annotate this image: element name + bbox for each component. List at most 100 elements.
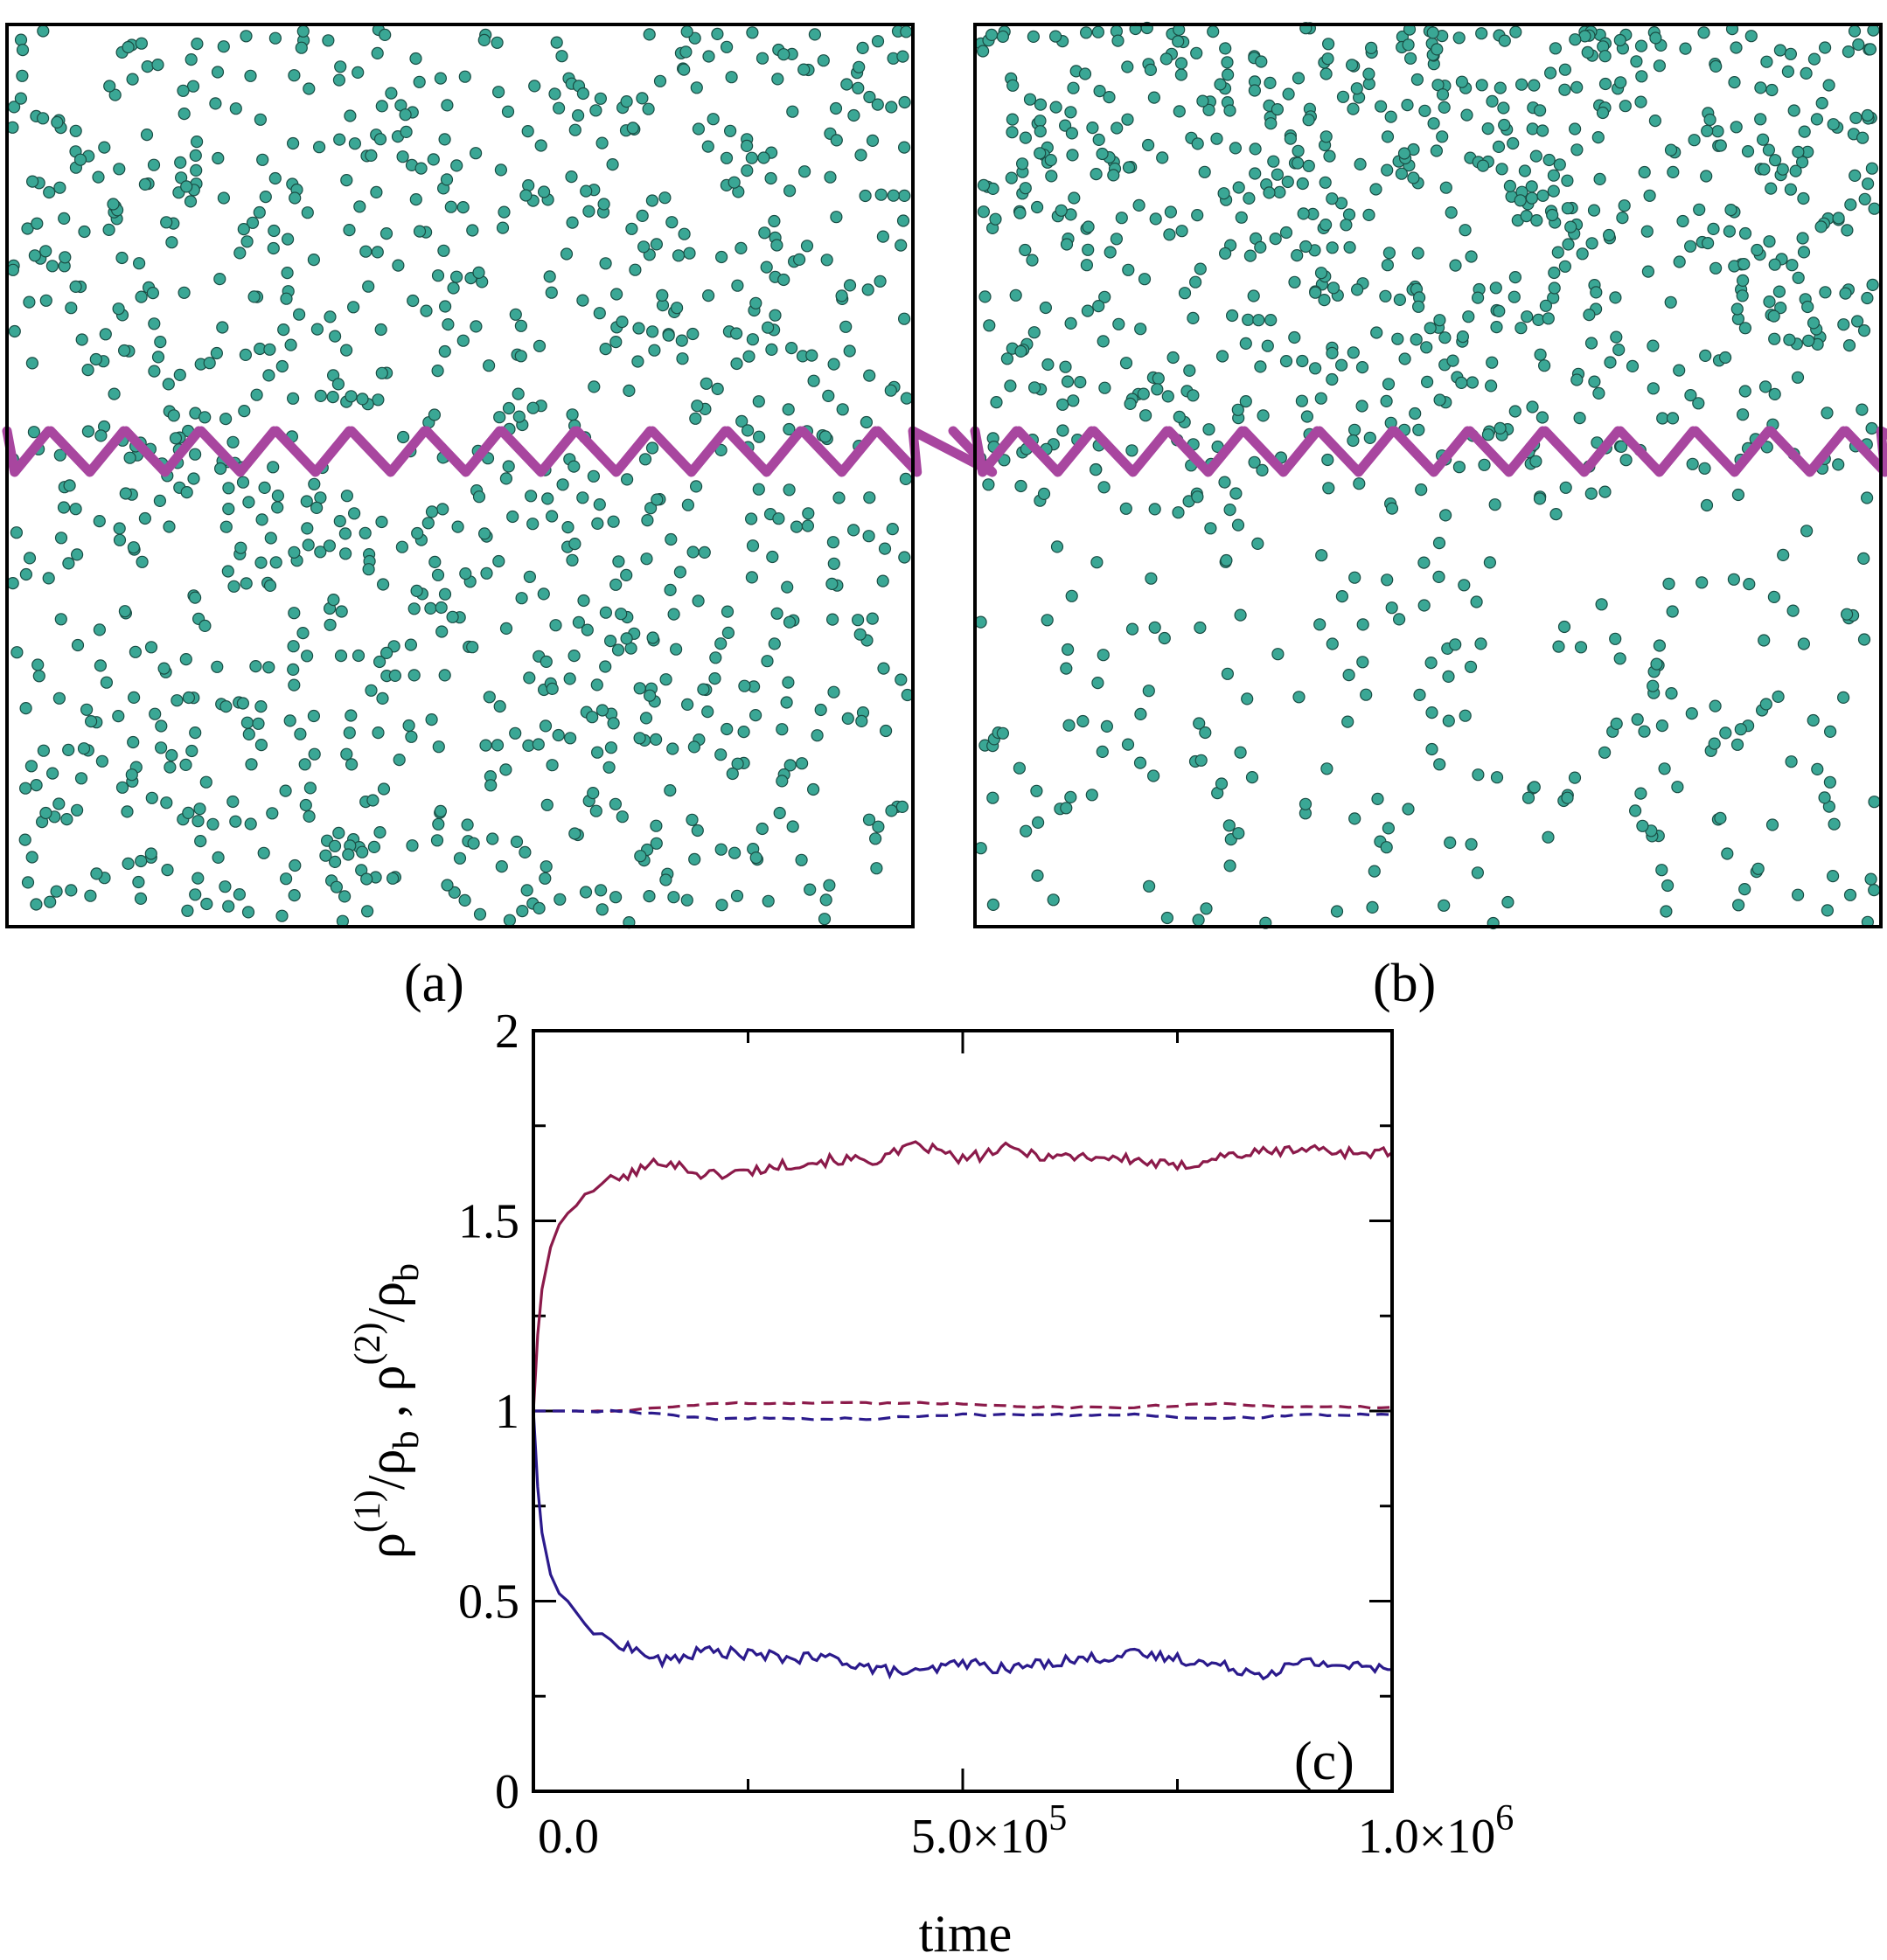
particle [1192, 914, 1205, 927]
particle [1245, 770, 1259, 784]
particle [1868, 202, 1881, 215]
particle [1295, 394, 1309, 407]
particle [872, 820, 885, 833]
particle [1736, 274, 1750, 287]
particle [1417, 556, 1431, 569]
particle [302, 539, 315, 552]
particle [119, 487, 132, 500]
particle [746, 26, 759, 39]
particle [1442, 670, 1455, 684]
particle [1475, 27, 1488, 40]
particle [425, 505, 439, 518]
particle [1811, 762, 1824, 776]
particle [441, 99, 454, 112]
particle [63, 479, 76, 492]
ylabel-comma: , [358, 1392, 415, 1431]
particle [1570, 143, 1584, 156]
particle [520, 884, 533, 897]
particle [786, 820, 799, 833]
particle [1767, 309, 1780, 323]
particle [1410, 333, 1423, 346]
particle [1653, 639, 1667, 652]
particle [827, 358, 840, 371]
particle [1320, 762, 1333, 775]
particle [1548, 266, 1561, 280]
particle [348, 137, 361, 150]
particle [177, 84, 190, 97]
particle [1064, 790, 1077, 804]
particle [404, 638, 417, 651]
particle [1009, 288, 1022, 302]
particle [707, 113, 720, 126]
particle [1570, 373, 1584, 386]
particle [469, 147, 483, 160]
particle [996, 726, 1010, 740]
particle [1787, 104, 1800, 117]
particle [493, 699, 506, 713]
particle [1631, 712, 1644, 726]
particle [1557, 620, 1571, 634]
particle [379, 28, 392, 42]
particle [1249, 142, 1262, 156]
particle [1723, 225, 1737, 238]
particle [770, 607, 783, 620]
particle [112, 709, 125, 723]
particle [37, 24, 50, 38]
particle [1239, 395, 1252, 408]
particle [1000, 352, 1014, 365]
particle [1861, 491, 1874, 504]
particle [169, 432, 183, 445]
particle [582, 205, 595, 218]
particle [234, 541, 247, 554]
particle [222, 482, 235, 495]
particle [1030, 784, 1043, 797]
particle [755, 822, 769, 836]
particle [752, 483, 765, 496]
particle [609, 578, 623, 591]
particle [1438, 331, 1452, 344]
particle [1703, 113, 1716, 127]
particle [1343, 240, 1356, 254]
particle [90, 867, 103, 880]
particle [1842, 45, 1855, 59]
particle [287, 136, 300, 150]
particle [211, 66, 225, 79]
particle [328, 839, 342, 852]
particle [609, 288, 623, 301]
particle [899, 472, 913, 486]
particle [263, 579, 277, 593]
particle [1014, 344, 1027, 358]
particle [1369, 183, 1382, 196]
particle [1837, 691, 1850, 705]
particle [856, 41, 869, 55]
particle [1864, 872, 1877, 886]
particle [428, 555, 442, 569]
particle [1471, 866, 1485, 879]
particle [1824, 725, 1837, 739]
particle [92, 170, 105, 184]
particle [191, 872, 205, 885]
particle [255, 513, 268, 526]
particle [1231, 403, 1244, 416]
particle [591, 517, 604, 531]
particle [1683, 240, 1697, 253]
particle [1026, 254, 1039, 267]
particle [409, 52, 422, 66]
particle [308, 477, 321, 490]
particle [1781, 65, 1795, 79]
particle [209, 97, 222, 110]
particle [634, 850, 647, 863]
particle [1092, 133, 1105, 146]
particle [100, 676, 114, 689]
particle [691, 824, 704, 838]
particle [1173, 105, 1186, 118]
particle [519, 845, 532, 859]
particle [1092, 300, 1105, 313]
particle [324, 618, 337, 631]
particle [125, 768, 138, 782]
particle [1688, 134, 1701, 147]
particle [298, 758, 311, 771]
particle [1049, 101, 1062, 114]
particle [19, 567, 32, 581]
particle [1534, 348, 1547, 361]
